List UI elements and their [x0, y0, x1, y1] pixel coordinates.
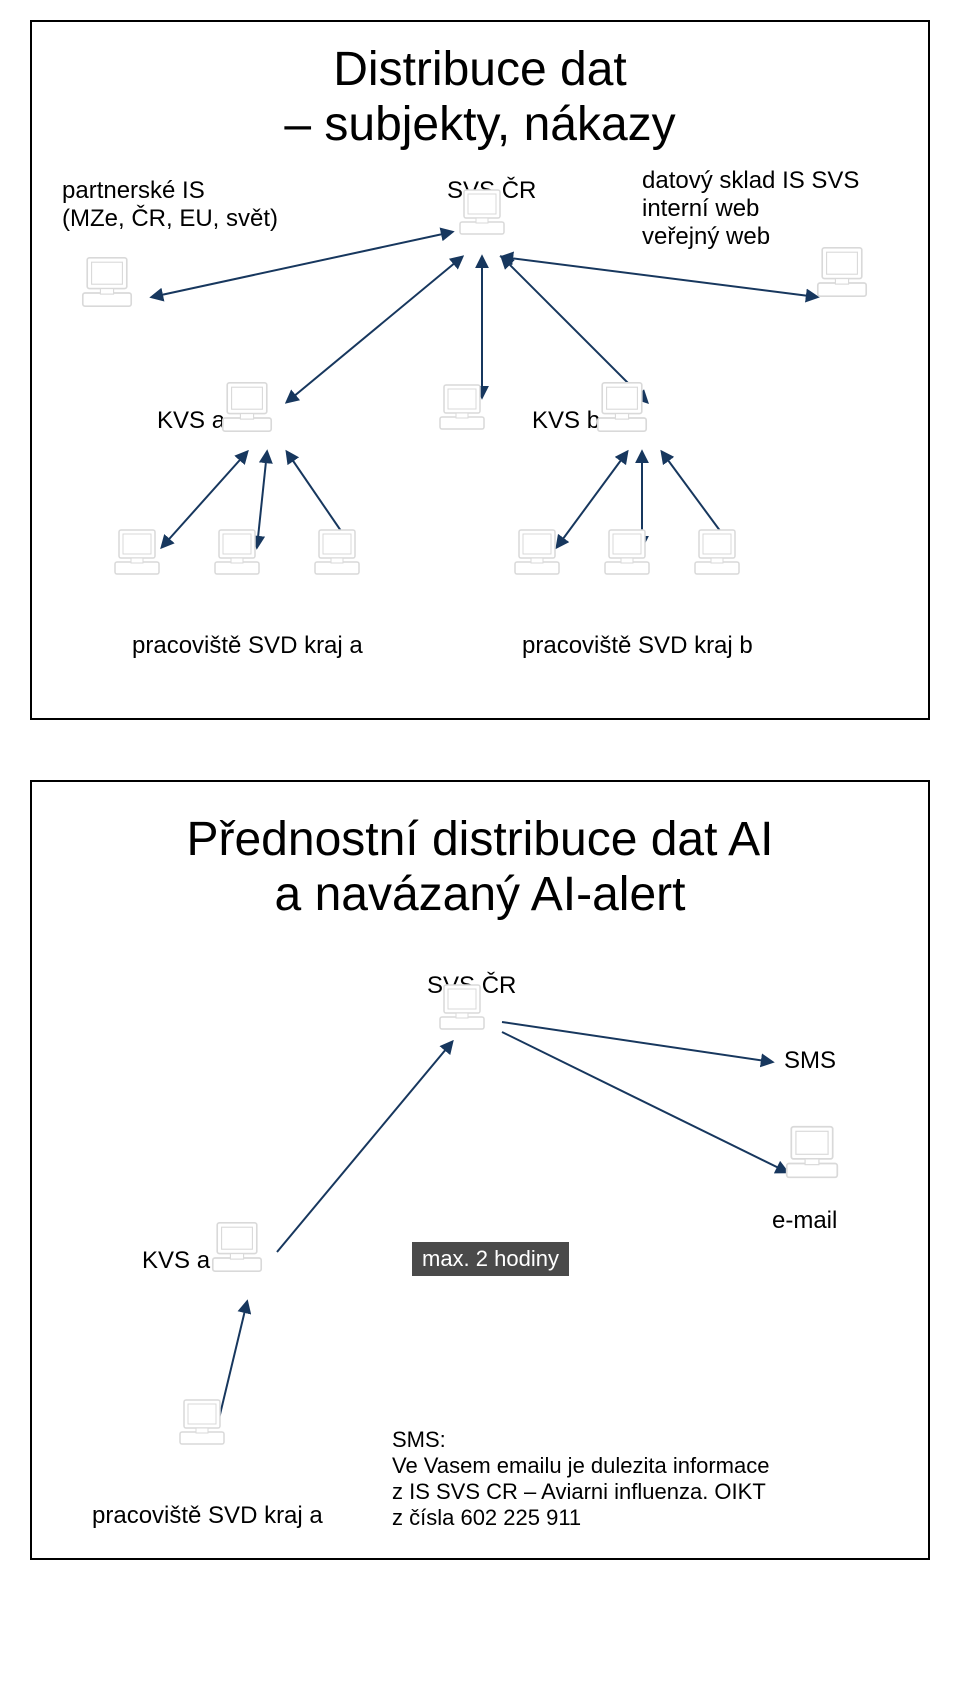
- label-kvsb: KVS b: [532, 407, 600, 435]
- label-partner: partnerské IS (MZe, ČR, EU, svět): [62, 177, 278, 233]
- label-pracb: pracoviště SVD kraj b: [522, 632, 753, 660]
- label-praca: pracoviště SVD kraj a: [132, 632, 363, 660]
- slide-distribuce: Distribuce dat – subjekty, nákazy partne…: [30, 20, 930, 720]
- label-kvsa: KVS a: [157, 407, 225, 435]
- slide2-title: Přednostní distribuce dat AI a navázaný …: [32, 812, 928, 922]
- label2-kvsa: KVS a: [142, 1247, 210, 1275]
- label2-svscr: SVS ČR: [427, 972, 516, 1000]
- label2-sms: SMS: [784, 1047, 836, 1075]
- label2-praca: pracoviště SVD kraj a: [92, 1502, 323, 1530]
- label-svscr: SVS ČR: [447, 177, 536, 205]
- label-sklad: datový sklad IS SVS interní web veřejný …: [642, 167, 859, 251]
- slide-prednostni: Přednostní distribuce dat AI a navázaný …: [30, 780, 930, 1560]
- label2-smstext: SMS: Ve Vasem emailu je dulezita informa…: [392, 1427, 769, 1531]
- label2-email: e-mail: [772, 1207, 837, 1235]
- label2-maxbox: max. 2 hodiny: [412, 1242, 569, 1276]
- slide1-title: Distribuce dat – subjekty, nákazy: [32, 42, 928, 152]
